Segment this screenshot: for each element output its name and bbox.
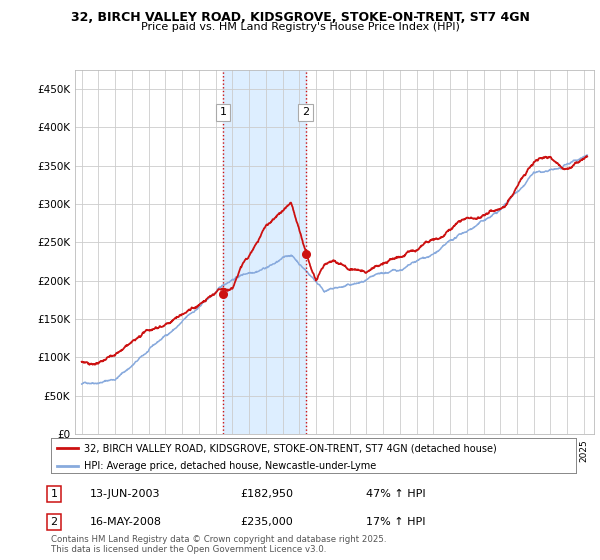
- Text: 2: 2: [50, 517, 58, 527]
- Text: 13-JUN-2003: 13-JUN-2003: [90, 489, 161, 499]
- Text: Contains HM Land Registry data © Crown copyright and database right 2025.
This d: Contains HM Land Registry data © Crown c…: [51, 535, 386, 554]
- Text: HPI: Average price, detached house, Newcastle-under-Lyme: HPI: Average price, detached house, Newc…: [83, 460, 376, 470]
- Bar: [223, 70, 305, 434]
- Text: 32, BIRCH VALLEY ROAD, KIDSGROVE, STOKE-ON-TRENT, ST7 4GN (detached house): 32, BIRCH VALLEY ROAD, KIDSGROVE, STOKE-…: [83, 443, 496, 453]
- Text: 47% ↑ HPI: 47% ↑ HPI: [366, 489, 425, 499]
- Text: 2: 2: [302, 107, 309, 117]
- Text: 1: 1: [50, 489, 58, 499]
- Text: 32, BIRCH VALLEY ROAD, KIDSGROVE, STOKE-ON-TRENT, ST7 4GN: 32, BIRCH VALLEY ROAD, KIDSGROVE, STOKE-…: [71, 11, 529, 24]
- Text: £235,000: £235,000: [240, 517, 293, 527]
- Text: 17% ↑ HPI: 17% ↑ HPI: [366, 517, 425, 527]
- Text: 1: 1: [220, 107, 227, 117]
- Text: £182,950: £182,950: [240, 489, 293, 499]
- Text: Price paid vs. HM Land Registry's House Price Index (HPI): Price paid vs. HM Land Registry's House …: [140, 22, 460, 32]
- Text: 16-MAY-2008: 16-MAY-2008: [90, 517, 162, 527]
